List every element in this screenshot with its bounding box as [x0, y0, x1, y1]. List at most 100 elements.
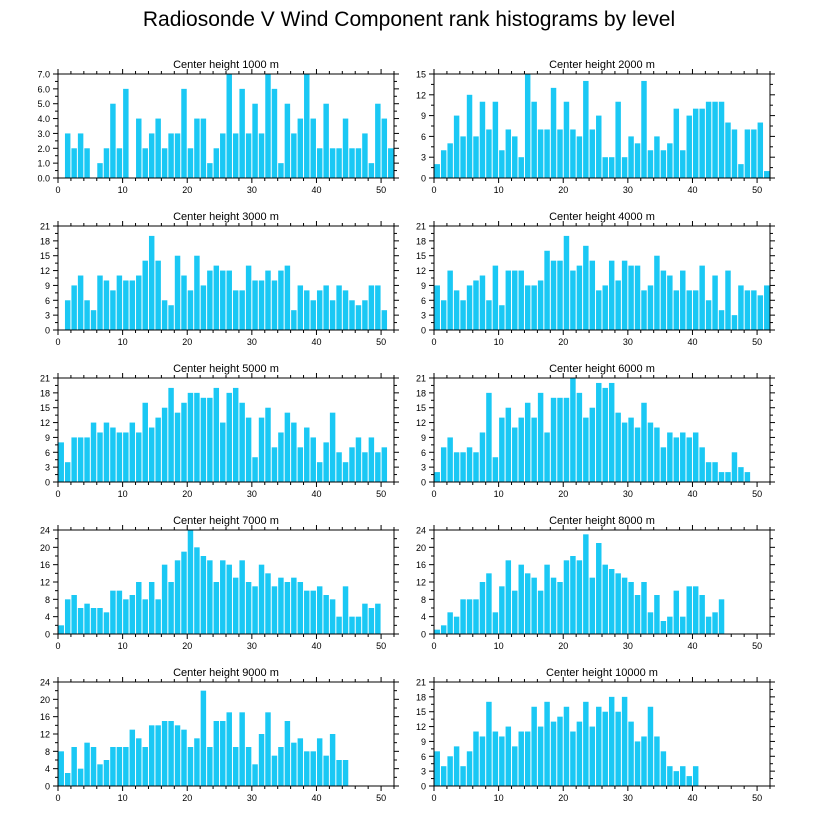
- y-tick-label: 0: [421, 478, 426, 488]
- histogram-bar: [583, 534, 588, 634]
- histogram-bar: [149, 428, 154, 482]
- histogram-bar: [343, 290, 348, 330]
- x-tick-label: 0: [55, 641, 60, 651]
- histogram-bar: [259, 280, 264, 330]
- histogram-bar: [577, 266, 582, 330]
- histogram-bar: [168, 721, 173, 786]
- histogram-bar: [493, 266, 498, 330]
- histogram-bar: [349, 447, 354, 482]
- histogram-bar: [207, 163, 212, 178]
- histogram-bar: [298, 285, 303, 330]
- y-tick-label: 12: [416, 722, 426, 732]
- histogram-bar: [525, 573, 530, 634]
- histogram-bar: [330, 734, 335, 786]
- histogram-bar: [336, 760, 341, 786]
- histogram-bar: [661, 621, 666, 634]
- panel-title: Center height 6000 m: [549, 363, 655, 375]
- histogram-bar: [285, 104, 290, 178]
- histogram-bar: [246, 133, 251, 178]
- histogram-bar: [304, 428, 309, 482]
- y-tick-label: 0.0: [37, 174, 50, 184]
- y-tick-label: 7.0: [37, 70, 50, 80]
- y-tick-label: 3: [45, 311, 50, 321]
- histogram-bar: [570, 129, 575, 178]
- y-tick-label: 6: [45, 296, 50, 306]
- histogram-bar: [609, 261, 614, 330]
- histogram-bar: [207, 271, 212, 330]
- histogram-bar: [311, 437, 316, 482]
- histogram-bar: [382, 310, 387, 330]
- histogram-bar: [265, 408, 270, 482]
- histogram-bar: [246, 582, 251, 634]
- histogram-bar: [486, 393, 491, 482]
- histogram-bar: [557, 582, 562, 634]
- histogram-bar: [252, 104, 257, 178]
- histogram-bar: [356, 617, 361, 634]
- histogram-bar: [525, 285, 530, 330]
- histogram-bar: [272, 447, 277, 482]
- histogram-bar: [506, 727, 511, 786]
- histogram-bar: [460, 136, 465, 178]
- histogram-bar: [214, 721, 219, 786]
- y-tick-label: 4: [421, 612, 426, 622]
- histogram-bar: [265, 712, 270, 786]
- y-tick-label: 4: [45, 764, 50, 774]
- histogram-bar: [693, 290, 698, 330]
- histogram-bar: [570, 378, 575, 482]
- histogram-bar: [259, 565, 264, 634]
- histogram-bar: [375, 285, 380, 330]
- y-tick-label: 3.0: [37, 129, 50, 139]
- histogram-bar: [738, 164, 743, 178]
- histogram-bar: [65, 300, 70, 330]
- histogram-bar: [71, 595, 76, 634]
- x-tick-label: 40: [311, 185, 321, 195]
- histogram-bar: [745, 472, 750, 482]
- histogram-bar: [369, 437, 374, 482]
- x-tick-label: 40: [687, 793, 697, 803]
- histogram-bar: [732, 129, 737, 178]
- histogram-bar: [719, 599, 724, 634]
- histogram-bar: [291, 133, 296, 178]
- y-tick-label: 20: [40, 543, 50, 553]
- histogram-bar: [207, 560, 212, 634]
- histogram-bar: [375, 604, 380, 634]
- histogram-bar: [194, 547, 199, 634]
- histogram-bar: [375, 452, 380, 482]
- histogram-bar: [369, 608, 374, 634]
- y-tick-label: 9: [421, 433, 426, 443]
- histogram-bar: [317, 586, 322, 634]
- histogram-bar: [233, 133, 238, 178]
- histogram-bar: [349, 148, 354, 178]
- histogram-bar: [336, 452, 341, 482]
- histogram-bar: [628, 418, 633, 482]
- histogram-bar: [220, 721, 225, 786]
- histogram-bar: [467, 447, 472, 482]
- histogram-bar: [110, 747, 115, 786]
- histogram-bar: [725, 472, 730, 482]
- histogram-bar: [454, 452, 459, 482]
- histogram-bar: [117, 591, 122, 634]
- histogram-bar: [519, 732, 524, 786]
- histogram-bar: [356, 437, 361, 482]
- histogram-bar: [551, 398, 556, 482]
- y-tick-label: 24: [40, 678, 50, 688]
- histogram-bar: [525, 74, 530, 178]
- y-tick-label: 12: [40, 578, 50, 588]
- histogram-bar: [123, 432, 128, 482]
- y-tick-label: 9: [45, 281, 50, 291]
- histogram-bar: [97, 276, 102, 330]
- histogram-bar: [699, 109, 704, 178]
- histogram-bar: [603, 712, 608, 786]
- histogram-bar: [590, 727, 595, 786]
- x-tick-label: 40: [311, 489, 321, 499]
- histogram-bar: [648, 285, 653, 330]
- histogram-bar: [330, 300, 335, 330]
- histogram-bar: [130, 730, 135, 786]
- histogram-bar: [693, 586, 698, 634]
- histogram-bar: [557, 129, 562, 178]
- histogram-bar: [460, 452, 465, 482]
- histogram-bar: [214, 582, 219, 634]
- y-tick-label: 9: [421, 281, 426, 291]
- histogram-bar: [435, 751, 440, 786]
- histogram-bar: [298, 119, 303, 178]
